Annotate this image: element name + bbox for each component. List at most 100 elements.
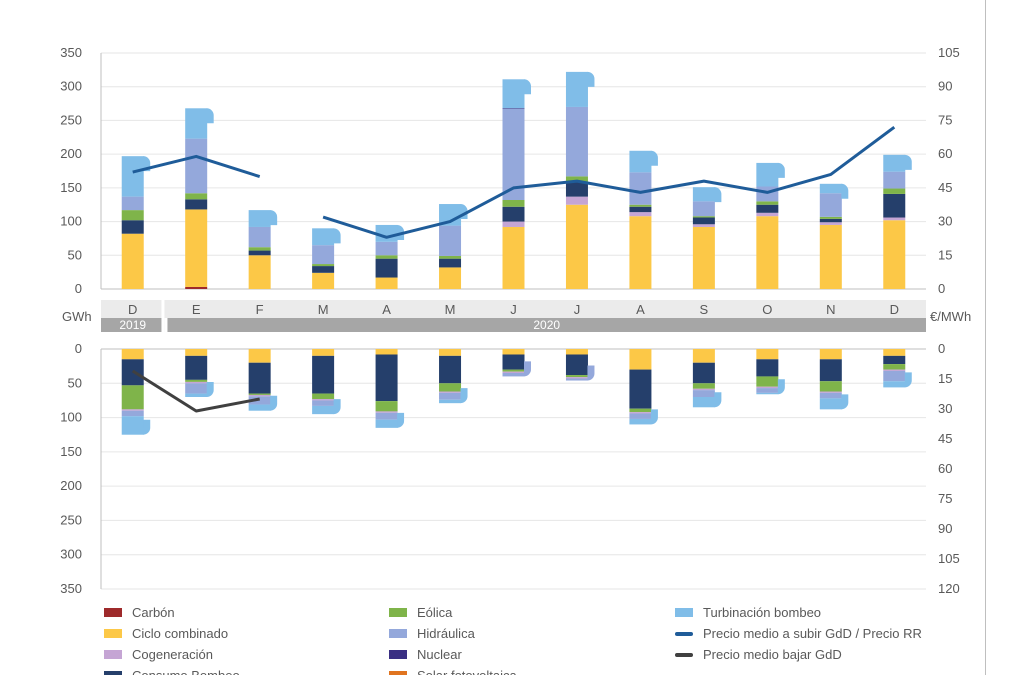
upper-bar-cap — [777, 162, 785, 178]
legend-item: Carbón — [104, 605, 175, 620]
upper-bar-eolica — [565, 176, 588, 182]
upper-price-line — [322, 125, 896, 239]
lower-bar-eolica — [312, 393, 335, 400]
lower-left-tick-label: 300 — [60, 547, 82, 562]
lower-bar-hidraulica — [692, 390, 715, 397]
legend-swatch — [389, 629, 407, 638]
month-label: S — [700, 302, 709, 317]
lower-left-tick-label: 250 — [60, 512, 82, 527]
lower-bar-bombeo — [692, 362, 715, 384]
legend: Carbón Ciclo combinado Cogeneración Consumo… — [0, 600, 985, 675]
upper-left-tick-label: 250 — [60, 112, 82, 127]
legend-item: Cogeneración — [104, 647, 213, 662]
upper-bar-bombeo — [756, 204, 779, 213]
lower-bar-cap — [270, 395, 278, 411]
upper-bar-ciclo — [883, 220, 906, 289]
lower-bar-bombeo — [185, 355, 208, 380]
legend-label: Eólica — [417, 605, 453, 620]
lower-right-tick-label: 30 — [938, 401, 952, 416]
upper-bar-bombeo — [883, 193, 906, 218]
lower-bar-hidraulica — [312, 400, 335, 406]
upper-right-tick-label: 90 — [938, 79, 952, 94]
upper-bar-cap — [206, 108, 214, 124]
month-band — [101, 300, 926, 318]
lower-bar-cap — [333, 399, 341, 415]
upper-bar-turbinacion — [629, 150, 652, 173]
upper-bar-turbinacion — [248, 210, 271, 227]
upper-bar-cogen — [629, 212, 652, 217]
lower-bar-turbinacion — [629, 418, 652, 425]
upper-bar-eolica — [502, 199, 525, 207]
lower-bar-turbinacion — [248, 404, 271, 411]
lower-bar-eolica — [439, 383, 462, 392]
upper-bar-bombeo — [819, 218, 842, 223]
upper-left-tick-label: 150 — [60, 180, 82, 195]
lower-bar-cap — [587, 365, 595, 381]
lower-right-tick-label: 105 — [938, 551, 960, 566]
lower-bar-bombeo — [756, 359, 779, 377]
lower-bar-cogen — [439, 391, 462, 393]
year-label: 2019 — [119, 318, 146, 332]
legend-item: Precio medio bajar GdD — [675, 647, 842, 662]
legend-swatch — [675, 631, 693, 636]
lower-bar-bombeo — [502, 354, 525, 370]
legend-label: Hidráulica — [417, 626, 475, 641]
legend-label: Consumo Bombeo — [132, 668, 240, 675]
lower-bar-bombeo — [439, 355, 462, 384]
lower-bar-hidraulica — [185, 383, 208, 394]
upper-bar-turbinacion — [185, 108, 208, 139]
upper-bar-hidraulica — [121, 196, 144, 211]
legend-swatch — [675, 652, 693, 657]
lower-bar-cap — [841, 394, 849, 410]
year-label: 2020 — [533, 318, 560, 332]
lower-bar-cap — [650, 409, 658, 425]
upper-bar-cap — [650, 150, 658, 166]
upper-bar-eolica — [756, 201, 779, 205]
upper-bar-bombeo — [312, 266, 335, 273]
upper-bar-turbinacion — [312, 228, 335, 246]
lower-bar-bombeo — [248, 362, 271, 394]
left-axis-unit: GWh — [62, 309, 92, 324]
lower-bar-hidraulica — [502, 373, 525, 377]
lower-bar-hidraulica — [629, 413, 652, 419]
upper-bar-turbinacion — [502, 79, 525, 109]
upper-bar-bombeo — [375, 258, 398, 278]
upper-bar-cap — [714, 187, 722, 203]
upper-bar-cogen — [565, 196, 588, 205]
upper-bar-hidraulica — [629, 172, 652, 205]
upper-right-tick-label: 60 — [938, 146, 952, 161]
legend-item: Nuclear — [389, 647, 462, 662]
upper-bar-bombeo — [439, 258, 462, 268]
lower-bar-cogen — [565, 377, 588, 379]
lower-left-tick-label: 100 — [60, 410, 82, 425]
upper-bar-hidraulica — [248, 226, 271, 248]
lower-bar-bombeo — [629, 369, 652, 409]
legend-label: Nuclear — [417, 647, 462, 662]
legend-swatch — [389, 608, 407, 617]
legend-swatch — [104, 671, 122, 675]
upper-bar-turbinacion — [375, 224, 398, 242]
upper-bar-hidraulica — [692, 201, 715, 217]
lower-bar-cap — [714, 392, 722, 408]
upper-left-tick-label: 300 — [60, 79, 82, 94]
lower-bar-cogen — [692, 388, 715, 391]
upper-bar-cogen — [756, 212, 779, 217]
lower-left-tick-label: 350 — [60, 581, 82, 596]
lower-bar-hidraulica — [121, 410, 144, 417]
lower-left-tick-label: 50 — [68, 375, 82, 390]
lower-bar-eolica — [629, 408, 652, 413]
upper-bar-eolica — [248, 247, 271, 251]
upper-bar-cogen — [883, 217, 906, 221]
legend-label: Precio medio a subir GdD / Precio RR — [703, 626, 922, 641]
legend-swatch — [104, 629, 122, 638]
upper-bar-nuclear — [502, 108, 525, 109]
month-label: D — [128, 302, 137, 317]
legend-label: Carbón — [132, 605, 175, 620]
lower-left-tick-label: 150 — [60, 444, 82, 459]
upper-bar-bombeo — [692, 217, 715, 225]
lower-bar-cap — [460, 388, 468, 404]
legend-swatch — [104, 650, 122, 659]
lower-bar-cogen — [312, 399, 335, 401]
upper-bar-eolica — [883, 188, 906, 194]
legend-item: Eólica — [389, 605, 452, 620]
